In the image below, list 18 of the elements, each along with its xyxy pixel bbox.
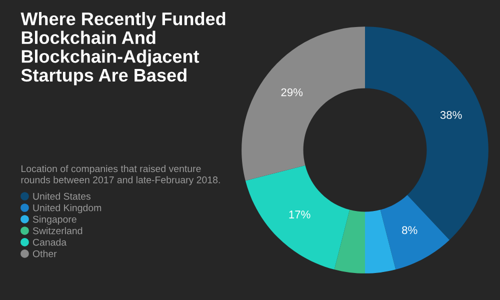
donut-slice [365,26,488,240]
legend-label: Canada [32,238,67,246]
data-label: 29% [281,88,303,96]
donut-slice [245,165,350,270]
donut-slice [380,194,450,270]
text: Location of companies that raised venture rounds between 2017 and late-February 2018. [21,165,220,186]
data-label: 17% [289,210,310,218]
legend-label: United Kingdom [33,204,102,214]
donut-slice [334,210,365,274]
legend-label: Singapore [32,216,76,225]
data-label: 38% [440,111,462,119]
data-label: 8% [402,226,418,234]
donut-slice [242,26,365,181]
legend-label: United States [33,192,91,200]
legend-label: Switzerland [32,227,82,234]
donut-slice [365,210,396,274]
legend-label: Other [32,250,57,258]
text: Where Recently Funded Blockchain And Blockchain-Adjacent Startups Are Based [20,12,226,86]
